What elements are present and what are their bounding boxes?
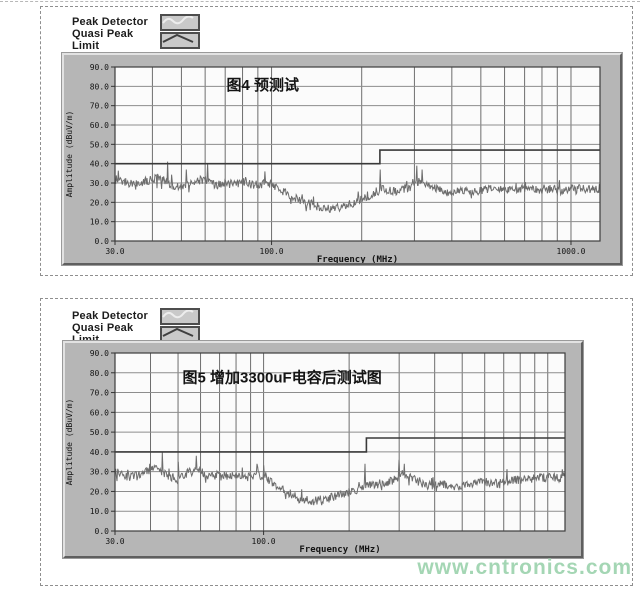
svg-text:1000.0: 1000.0	[557, 247, 586, 256]
figure5-legend: Peak Detector Quasi Peak Limit	[72, 307, 200, 346]
svg-text:30.0: 30.0	[105, 537, 124, 546]
svg-text:70.0: 70.0	[90, 102, 109, 111]
svg-text:60.0: 60.0	[90, 408, 109, 417]
peak-detector-label: Peak Detector	[72, 310, 148, 322]
svg-text:Amplitude (dBuV/m): Amplitude (dBuV/m)	[65, 111, 74, 198]
svg-text:Frequency (MHz): Frequency (MHz)	[299, 545, 380, 555]
svg-text:100.0: 100.0	[252, 537, 276, 546]
quasi-peak-limit-label: Quasi Peak Limit	[72, 28, 134, 52]
svg-text:0.0: 0.0	[95, 527, 110, 536]
svg-text:10.0: 10.0	[90, 218, 109, 227]
svg-text:30.0: 30.0	[105, 247, 124, 256]
svg-text:40.0: 40.0	[90, 160, 109, 169]
quasi-peak-limit-icon	[160, 31, 200, 49]
svg-text:100.0: 100.0	[260, 247, 284, 256]
peak-detector-icon	[160, 307, 200, 325]
svg-text:30.0: 30.0	[90, 468, 109, 477]
legend-row-quasi-peak-limit: Quasi Peak Limit	[72, 28, 200, 52]
svg-text:70.0: 70.0	[90, 389, 109, 398]
svg-text:60.0: 60.0	[90, 121, 109, 130]
page-top-rule	[0, 1, 640, 2]
figure5-chart-frame: 90.0 80.0 70.0 60.0 50.0 40.0 30.0 20.0 10.0 0.0 3…	[62, 340, 584, 559]
svg-text:20.0: 20.0	[90, 198, 109, 207]
svg-text:50.0: 50.0	[90, 428, 109, 437]
svg-text:Amplitude (dBuV/m): Amplitude (dBuV/m)	[65, 399, 74, 486]
svg-text:图5 增加3300uF电容后测试图: 图5 增加3300uF电容后测试图	[183, 369, 382, 387]
svg-text:30.0: 30.0	[90, 179, 109, 188]
peak-detector-label: Peak Detector	[72, 16, 148, 28]
figure4-chart: 90.080.070.060.050.040.030.020.010.00.03…	[65, 63, 601, 265]
svg-text:50.0: 50.0	[90, 140, 109, 149]
legend-row-peak-detector: Peak Detector	[72, 307, 200, 325]
svg-text:20.0: 20.0	[90, 487, 109, 496]
svg-text:图4 预测试: 图4 预测试	[227, 76, 300, 94]
figure5-chart: 90.080.070.060.050.040.030.020.010.00.03…	[65, 349, 566, 555]
svg-text:80.0: 80.0	[90, 82, 109, 91]
svg-text:40.0: 40.0	[90, 448, 109, 457]
svg-text:90.0: 90.0	[90, 63, 109, 72]
svg-text:80.0: 80.0	[90, 369, 109, 378]
watermark: www.cntronics.com	[417, 556, 632, 579]
figure4-section: Peak Detector Quasi Peak Limit 90.0 80.0 7…	[40, 6, 633, 276]
figure5-section: Peak Detector Quasi Peak Limit 90.0 80.0 7…	[40, 298, 633, 586]
svg-text:0.0: 0.0	[95, 237, 110, 246]
figure4-legend: Peak Detector Quasi Peak Limit	[72, 13, 200, 52]
svg-text:Frequency (MHz): Frequency (MHz)	[317, 255, 398, 263]
quasi-peak-limit-icon	[160, 325, 200, 343]
svg-text:10.0: 10.0	[90, 507, 109, 516]
figure4-chart-frame: 90.0 80.0 70.0 60.0 50.0 40.0 30.0 20.0 10.0 0.0 3…	[61, 52, 623, 266]
svg-text:90.0: 90.0	[90, 349, 109, 358]
legend-row-peak-detector: Peak Detector	[72, 13, 200, 31]
peak-detector-icon	[160, 13, 200, 31]
